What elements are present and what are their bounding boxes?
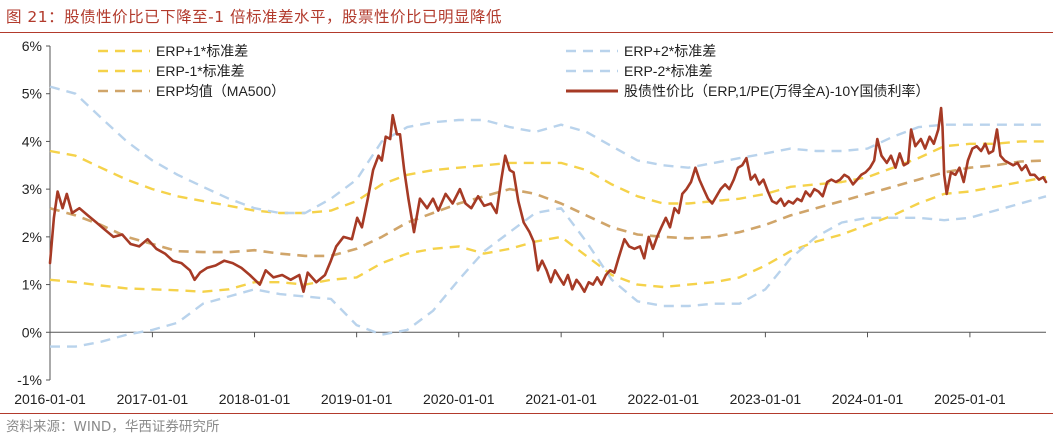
legend-label: ERP+1*标准差: [156, 43, 248, 59]
series-erp-minus1: [49, 176, 1047, 293]
legend-label: ERP+2*标准差: [624, 43, 716, 59]
source-note: 资料来源：WIND，华西证券研究所: [6, 419, 220, 435]
x-axis: 2016-01-01 2017-01-01 2018-01-01 2019-01-01…: [14, 331, 1046, 407]
series-erp-ma500: [49, 159, 1047, 258]
y-tick-label: 3%: [22, 181, 42, 197]
footer-divider: [0, 413, 1053, 414]
x-tick-label: 2025-01-01: [934, 391, 1006, 407]
y-tick-label: 4%: [22, 133, 42, 149]
x-tick-label: 2017-01-01: [117, 391, 189, 407]
series-ratio: [48, 106, 1048, 293]
legend-label: 股债性价比（ERP,1/PE(万得全A)-10Y国债利率）: [624, 83, 929, 99]
x-tick-label: 2021-01-01: [525, 391, 597, 407]
y-tick-label: 0%: [22, 324, 42, 340]
x-tick-label: 2020-01-01: [423, 391, 495, 407]
x-tick-label: 2018-01-01: [219, 391, 291, 407]
y-tick-label: -1%: [17, 372, 42, 388]
erp-chart: -1%0%1%2%3%4%5%6% 2016-01-01 2017-01-01 20…: [14, 38, 1048, 407]
series-erp-minus2: [50, 195, 1047, 348]
y-tick-label: 6%: [22, 38, 42, 54]
y-tick-label: 2%: [22, 229, 42, 245]
series-erp-plus2: [49, 85, 1046, 215]
x-tick-label: 2016-01-01: [14, 391, 86, 407]
legend-label: ERP均值（MA500）: [156, 83, 285, 99]
x-tick-label: 2022-01-01: [627, 391, 699, 407]
y-tick-label: 5%: [22, 86, 42, 102]
y-tick-label: 1%: [22, 277, 42, 293]
series-erp-plus1: [49, 140, 1046, 215]
figure-title: 图 21：股债性价比已下降至-1 倍标准差水平，股票性价比已明显降低: [6, 8, 503, 26]
legend-label: ERP-1*标准差: [156, 63, 245, 79]
chart-legend: ERP+1*标准差 ERP-1*标准差 ERP均值（MA500） ERP+2*标准差 E…: [98, 43, 929, 99]
y-axis: -1% 0% 1% 2% 3% 4% 5% 6%: [17, 38, 51, 388]
legend-label: ERP-2*标准差: [624, 63, 713, 79]
title-divider: [0, 32, 1053, 33]
x-tick-label: 2019-01-01: [321, 391, 393, 407]
x-tick-label: 2024-01-01: [832, 391, 904, 407]
series-layer: [48, 85, 1048, 348]
x-tick-label: 2023-01-01: [730, 391, 802, 407]
